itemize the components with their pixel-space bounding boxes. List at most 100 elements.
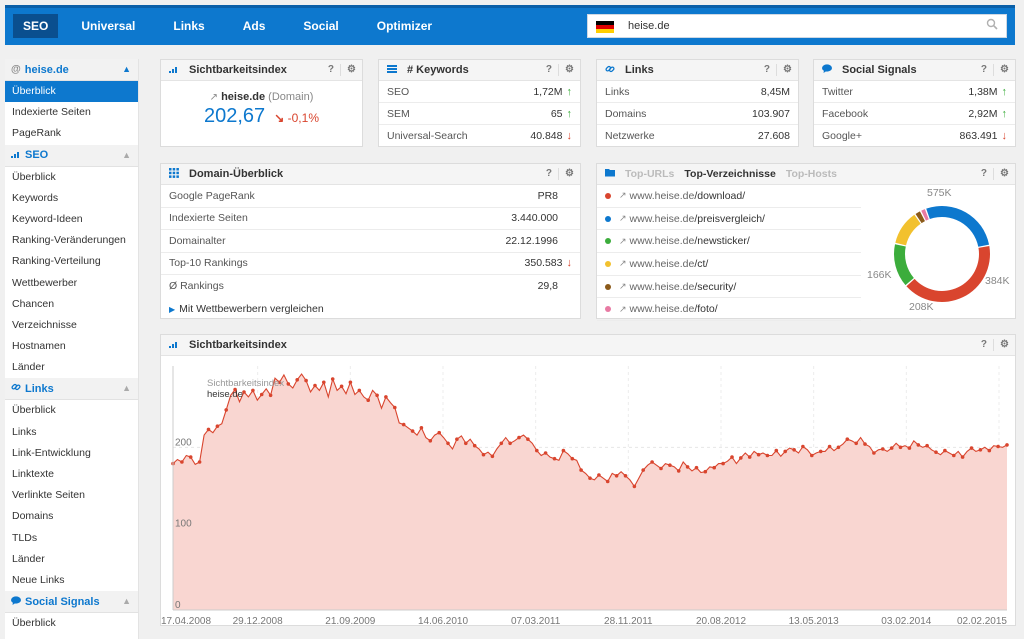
sidebar-item[interactable]: Indexierte Seiten <box>12 106 91 119</box>
data-point[interactable] <box>206 427 211 432</box>
sidebar-section-social[interactable]: Social Signals ▲ <box>5 591 138 614</box>
help-icon[interactable]: ? <box>980 168 988 179</box>
data-point[interactable] <box>313 383 317 388</box>
data-point[interactable] <box>277 380 282 385</box>
data-point[interactable] <box>739 456 743 460</box>
chevron-up-icon[interactable]: ▲ <box>122 64 131 74</box>
sidebar-item[interactable]: Keywords <box>12 191 59 204</box>
data-point[interactable] <box>756 452 761 457</box>
data-point[interactable] <box>197 460 202 464</box>
data-point[interactable] <box>251 388 255 393</box>
data-point[interactable] <box>969 446 974 450</box>
data-point[interactable] <box>605 479 610 484</box>
help-icon[interactable]: ? <box>327 64 335 75</box>
data-point[interactable] <box>180 460 184 464</box>
sidebar-item[interactable]: Überblick <box>12 170 56 183</box>
external-link-icon[interactable]: ↗ <box>619 258 627 269</box>
data-point[interactable] <box>934 450 938 454</box>
data-point[interactable] <box>455 437 459 441</box>
donut-slice[interactable] <box>894 244 914 286</box>
data-point[interactable] <box>446 441 450 446</box>
data-point[interactable] <box>943 448 947 453</box>
data-point[interactable] <box>597 473 601 477</box>
external-link-icon[interactable]: ↗ <box>619 281 627 292</box>
data-point[interactable] <box>650 460 654 464</box>
data-point[interactable] <box>721 461 725 466</box>
data-point[interactable] <box>472 443 477 448</box>
data-point[interactable] <box>517 435 521 440</box>
sidebar-item[interactable]: TLDs <box>12 531 38 544</box>
sidebar-section-domain[interactable]: @ heise.de ▲ <box>5 59 138 81</box>
data-point[interactable] <box>330 377 335 381</box>
data-point[interactable] <box>410 429 415 433</box>
data-point[interactable] <box>561 448 566 453</box>
nav-item-links[interactable]: Links <box>173 19 205 33</box>
domain-search-input[interactable]: heise.de <box>587 14 1007 38</box>
data-point[interactable] <box>286 382 291 386</box>
data-point[interactable] <box>925 443 929 448</box>
data-point[interactable] <box>384 395 388 399</box>
data-point[interactable] <box>215 424 220 428</box>
data-point[interactable] <box>499 441 504 446</box>
data-point[interactable] <box>641 468 645 472</box>
help-icon[interactable]: ? <box>980 64 988 75</box>
directory-row[interactable]: ↗ www.heise.de/security/ <box>597 276 861 299</box>
help-icon[interactable]: ? <box>545 168 553 179</box>
chevron-up-icon[interactable]: ▲ <box>122 596 131 607</box>
data-point[interactable] <box>401 422 406 427</box>
data-point[interactable] <box>987 448 992 453</box>
data-point[interactable] <box>801 444 805 449</box>
data-point[interactable] <box>295 378 299 382</box>
gear-icon[interactable]: ⚙ <box>1000 339 1009 350</box>
data-point[interactable] <box>188 455 193 459</box>
donut-slice[interactable] <box>915 211 925 224</box>
data-point[interactable] <box>419 426 424 430</box>
directory-row[interactable]: ↗ www.heise.de/foto/ <box>597 298 861 322</box>
nav-item-universal[interactable]: Universal <box>81 19 136 33</box>
data-point[interactable] <box>552 456 557 461</box>
nav-item-social[interactable]: Social <box>303 19 339 33</box>
data-point[interactable] <box>1005 443 1009 447</box>
directory-row[interactable]: ↗ www.heise.de/ct/ <box>597 253 861 276</box>
data-point[interactable] <box>676 469 681 473</box>
data-point[interactable] <box>872 451 876 455</box>
data-point[interactable] <box>357 388 362 393</box>
donut-slice[interactable] <box>926 206 990 247</box>
data-point[interactable] <box>774 448 779 453</box>
data-point[interactable] <box>694 465 699 470</box>
data-point[interactable] <box>863 442 867 446</box>
data-point[interactable] <box>898 445 903 450</box>
sidebar-item[interactable]: Links <box>12 425 37 438</box>
data-point[interactable] <box>889 446 894 450</box>
sidebar-item[interactable]: Chancen <box>12 297 55 310</box>
data-point[interactable] <box>730 455 734 459</box>
data-point[interactable] <box>437 430 442 435</box>
search-icon[interactable] <box>986 18 1000 32</box>
tab-top-hosts[interactable]: Top-Hosts <box>785 168 837 180</box>
data-point[interactable] <box>614 474 619 478</box>
help-icon[interactable]: ? <box>980 339 988 350</box>
data-point[interactable] <box>632 484 637 489</box>
data-point[interactable] <box>907 446 912 450</box>
gear-icon[interactable]: ⚙ <box>1000 168 1009 179</box>
sidebar-item[interactable]: Domains <box>12 510 54 523</box>
sidebar-item[interactable]: Verzeichnisse <box>12 318 77 331</box>
donut-slice[interactable] <box>921 209 929 221</box>
nav-item-seo[interactable]: SEO <box>13 14 59 38</box>
data-point[interactable] <box>712 465 716 470</box>
data-point[interactable] <box>322 380 326 385</box>
data-point[interactable] <box>490 454 495 459</box>
data-point[interactable] <box>464 441 468 446</box>
sidebar-item[interactable]: Länder <box>12 552 45 565</box>
gear-icon[interactable]: ⚙ <box>565 64 574 75</box>
data-point[interactable] <box>268 393 273 398</box>
data-point[interactable] <box>836 445 841 450</box>
sidebar-item[interactable]: Verlinkte Seiten <box>12 489 85 502</box>
gear-icon[interactable]: ⚙ <box>783 64 792 75</box>
help-icon[interactable]: ? <box>763 64 771 75</box>
data-point[interactable] <box>348 380 353 385</box>
data-point[interactable] <box>579 468 583 472</box>
external-link-icon[interactable]: ↗ <box>619 303 627 314</box>
data-point[interactable] <box>570 456 575 461</box>
data-point[interactable] <box>526 437 530 441</box>
